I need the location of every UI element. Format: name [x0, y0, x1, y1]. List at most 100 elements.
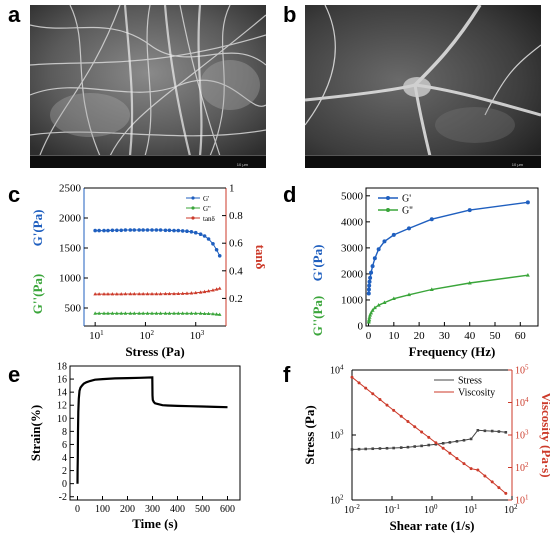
data-point-gprime — [158, 228, 163, 232]
data-point-gprime — [154, 228, 159, 232]
legend-marker — [191, 196, 195, 200]
data-point-gprime — [525, 200, 530, 205]
chart-d: 0 10 20 30 40 50 60 0 1000 2000 3000 4000 5000 Freque… — [310, 187, 539, 359]
data-point-tandelta — [172, 291, 176, 296]
data-point-gdoubleprime — [158, 311, 163, 315]
data-point-gdoubleprime — [193, 311, 198, 315]
data-point-tandelta — [150, 291, 154, 296]
data-point-gprime — [211, 242, 215, 246]
data-point-viscosity — [441, 446, 445, 450]
y-tick-label: 12 — [57, 401, 67, 412]
data-point-stress — [497, 430, 501, 433]
data-point-tandelta — [193, 290, 198, 295]
data-point-tandelta — [176, 291, 181, 296]
data-point-gprime — [141, 228, 145, 232]
y-tick-label: 6 — [62, 440, 67, 451]
x-axis-label: Shear rate (1/s) — [390, 518, 475, 533]
sem-info-bar-b: 10 μm — [305, 155, 541, 168]
data-point-gdoubleprime — [525, 273, 530, 277]
x-tick-label: 100 — [424, 503, 438, 516]
x-axis-label: Frequency (Hz) — [409, 344, 496, 359]
data-point-gdoubleprime — [369, 310, 374, 315]
data-point-gdoubleprime — [376, 302, 381, 307]
x-tick-label: 100 — [95, 504, 110, 515]
legend-label: G'' — [203, 205, 211, 213]
x-tick-label: 101 — [89, 329, 104, 342]
y-axis-label: Strain(%) — [28, 405, 43, 461]
data-point-stress — [490, 429, 494, 433]
x-tick-label: 500 — [195, 504, 210, 515]
data-point-gdoubleprime — [137, 311, 141, 315]
data-point-gprime — [115, 228, 119, 233]
data-point-gdoubleprime — [154, 311, 159, 315]
data-point-gprime — [167, 228, 172, 233]
data-point-tandelta — [214, 287, 219, 291]
data-point-gprime — [367, 283, 372, 288]
data-point-gdoubleprime — [110, 311, 115, 315]
data-point-gprime — [132, 228, 137, 232]
panel-letter-e: e — [8, 362, 21, 387]
data-point-viscosity — [413, 425, 417, 429]
y-right-tick-label: 0.4 — [229, 265, 243, 277]
sem-image-a: 10 μm — [30, 5, 266, 168]
y-left-tick-label: 103 — [330, 429, 344, 442]
y-tick-label: 1000 — [341, 294, 364, 306]
y-right-tick-label: 1 — [229, 183, 235, 195]
data-point-gprime — [202, 234, 207, 238]
data-point-viscosity — [469, 467, 473, 471]
data-point-tandelta — [128, 291, 133, 296]
x-tick-label: 101 — [464, 503, 478, 516]
x-tick-label: 10-1 — [384, 503, 400, 516]
data-point-gprime — [123, 228, 128, 232]
data-point-stress — [462, 438, 466, 442]
data-point-stress — [364, 447, 367, 451]
legend-marker — [386, 208, 390, 212]
y-left-tick-label: 102 — [330, 494, 344, 507]
y-tick-label: 8 — [62, 427, 67, 438]
y-left-tick-label: 1000 — [59, 273, 82, 285]
data-point-viscosity — [504, 491, 508, 495]
strain-curve — [76, 376, 228, 484]
x-tick-label: 600 — [220, 504, 235, 515]
panel-letter-c: c — [8, 182, 21, 207]
y-axis-label-gdoubleprime: G''(Pa) — [310, 296, 325, 336]
data-point-viscosity — [483, 474, 487, 478]
data-point-gdoubleprime — [429, 287, 434, 291]
x-tick-label: 50 — [490, 330, 502, 342]
data-point-tandelta — [154, 291, 159, 296]
data-point-stress — [476, 429, 480, 432]
chart-c: 101 102 103 500 1000 1500 2000 2500 0.2 0.4 0.6 0.8… — [30, 183, 268, 360]
data-point-gprime — [185, 229, 189, 233]
legend-marker — [191, 216, 195, 220]
y-tick-label: 14 — [57, 388, 67, 399]
data-point-gdoubleprime — [391, 296, 396, 301]
data-point-gprime — [376, 247, 381, 252]
data-point-gdoubleprime — [185, 311, 189, 315]
data-point-tandelta — [123, 291, 128, 296]
data-point-gprime — [391, 232, 396, 237]
legend-label: G' — [203, 195, 209, 203]
data-point-gdoubleprime — [367, 317, 372, 321]
data-point-tandelta — [167, 291, 172, 296]
y-tick-label: 2000 — [341, 268, 364, 280]
y-tick-label: 3000 — [341, 242, 364, 254]
data-point-gprime — [214, 248, 219, 252]
data-point-viscosity — [434, 441, 438, 445]
data-point-gdoubleprime — [172, 311, 176, 315]
data-point-gdoubleprime — [123, 311, 128, 315]
legend-marker — [191, 206, 195, 210]
data-point-tandelta — [132, 291, 137, 296]
y-right-tick-label: 105 — [515, 364, 529, 377]
x-tick-label: 10 — [388, 330, 400, 342]
sem-fiber-junction-b — [305, 5, 541, 157]
data-point-gprime — [429, 217, 434, 222]
data-point-tandelta — [202, 289, 207, 294]
data-point-gprime — [172, 228, 176, 233]
y-left-tick-label: 500 — [65, 303, 82, 315]
x-tick-label: 200 — [120, 504, 135, 515]
data-point-tandelta — [97, 292, 101, 296]
data-point-tandelta — [185, 291, 189, 295]
x-axis-label: Stress (Pa) — [125, 344, 184, 359]
data-point-gdoubleprime — [372, 305, 377, 310]
data-point-gdoubleprime — [115, 311, 119, 315]
